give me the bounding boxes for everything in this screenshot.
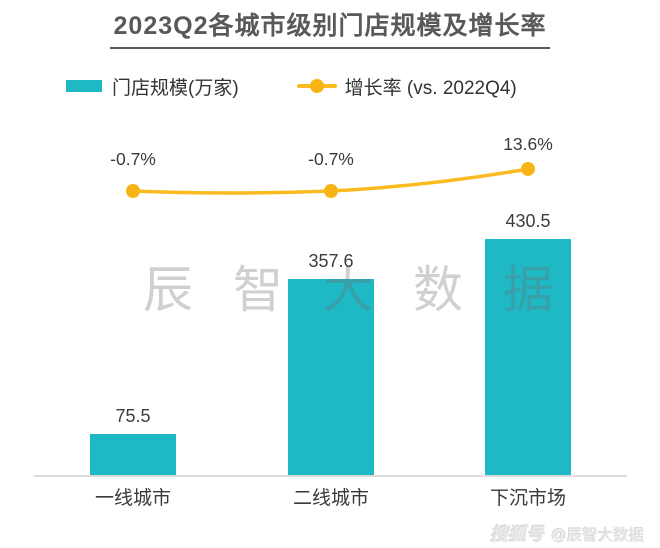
- title-wrap: 2023Q2各城市级别门店规模及增长率: [0, 6, 660, 49]
- legend-item-bar: 门店规模(万家): [66, 73, 239, 100]
- category-label-tier2: 二线城市: [292, 488, 369, 509]
- bar-tier2-cities: [288, 279, 374, 475]
- bar-value-sinking: 430.5: [505, 211, 551, 232]
- growth-label-tier2: -0.7%: [308, 149, 354, 169]
- bottom-watermark: 搜狐号 @辰智大数据: [490, 520, 644, 546]
- legend-item-line: 增长率 (vs. 2022Q4): [296, 73, 517, 100]
- growth-label-sinking: 13.6%: [503, 133, 553, 154]
- chart-title: 2023Q2各城市级别门店规模及增长率: [109, 6, 551, 49]
- bar-series-swatch-icon: [66, 80, 102, 92]
- center-watermark: 辰智大数据: [143, 262, 593, 318]
- growth-point-marker: [521, 161, 535, 176]
- line-series-marker-icon: [296, 79, 337, 93]
- sohu-brand-logo: 搜狐号: [489, 524, 544, 544]
- bar-value-tier1: 75.5: [115, 405, 151, 426]
- growth-point-marker: [126, 184, 140, 198]
- growth-point-marker: [324, 184, 338, 198]
- watermark-account: @辰智大数据: [550, 527, 644, 544]
- bar-tier1-cities: [90, 433, 176, 475]
- category-label-tier1: 一线城市: [94, 488, 171, 509]
- growth-label-tier1: -0.7%: [110, 149, 156, 169]
- bar-series-label: 门店规模(万家): [112, 77, 239, 99]
- category-label-sinking: 下沉市场: [489, 488, 566, 509]
- growth-line-path: [131, 167, 530, 195]
- x-axis-line: [34, 475, 627, 477]
- bar-sinking-market: [485, 239, 571, 475]
- bar-value-tier2: 357.6: [308, 251, 354, 272]
- line-series-label: 增长率 (vs. 2022Q4): [344, 77, 517, 99]
- legend: 门店规模(万家) 增长率 (vs. 2022Q4): [66, 72, 517, 100]
